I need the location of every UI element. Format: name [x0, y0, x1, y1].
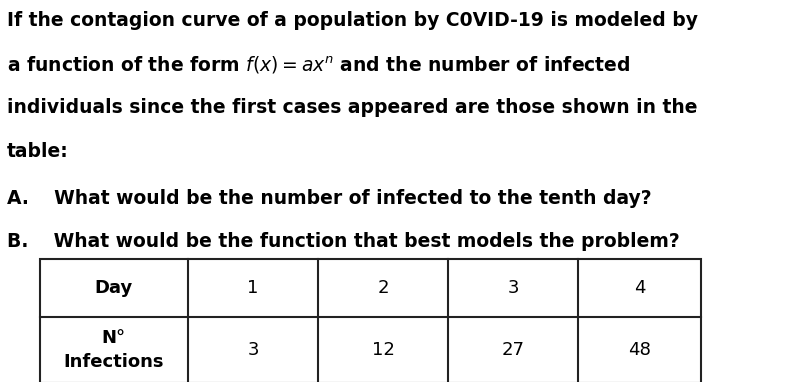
Text: If the contagion curve of a population by C0VID-19 is modeled by: If the contagion curve of a population b…	[7, 11, 698, 30]
Text: 4: 4	[634, 279, 646, 297]
Text: 27: 27	[502, 341, 525, 359]
Text: 3: 3	[507, 279, 519, 297]
Text: 2: 2	[378, 279, 389, 297]
Text: A.  What would be the number of infected to the tenth day?: A. What would be the number of infected …	[7, 189, 652, 208]
Text: N°
Infections: N° Infections	[63, 329, 164, 371]
Text: 48: 48	[628, 341, 651, 359]
Text: Day: Day	[94, 279, 133, 297]
Text: 12: 12	[372, 341, 394, 359]
Text: a function of the form $f(x) = ax^n$ and the number of infected: a function of the form $f(x) = ax^n$ and…	[7, 55, 630, 76]
Text: 3: 3	[247, 341, 258, 359]
Text: table:: table:	[7, 142, 69, 160]
Text: 1: 1	[247, 279, 258, 297]
Text: individuals since the first cases appeared are those shown in the: individuals since the first cases appear…	[7, 98, 698, 117]
Text: B.  What would be the function that best models the problem?: B. What would be the function that best …	[7, 232, 680, 251]
